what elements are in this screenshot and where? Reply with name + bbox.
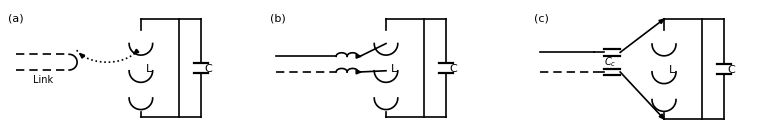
Text: Link: Link xyxy=(33,75,53,85)
Text: (c): (c) xyxy=(534,13,549,23)
Polygon shape xyxy=(356,70,361,74)
Polygon shape xyxy=(659,114,664,119)
Polygon shape xyxy=(79,53,85,58)
Text: L: L xyxy=(669,65,675,75)
Text: (a): (a) xyxy=(9,13,24,23)
Text: C: C xyxy=(205,64,212,74)
Polygon shape xyxy=(356,54,361,58)
Polygon shape xyxy=(659,19,664,24)
Text: (b): (b) xyxy=(271,13,286,23)
Text: L: L xyxy=(391,64,398,74)
Text: L: L xyxy=(145,64,152,74)
Text: $C_c$: $C_c$ xyxy=(604,55,616,69)
Text: C: C xyxy=(727,65,735,75)
Polygon shape xyxy=(134,49,139,54)
Text: C: C xyxy=(450,64,457,74)
